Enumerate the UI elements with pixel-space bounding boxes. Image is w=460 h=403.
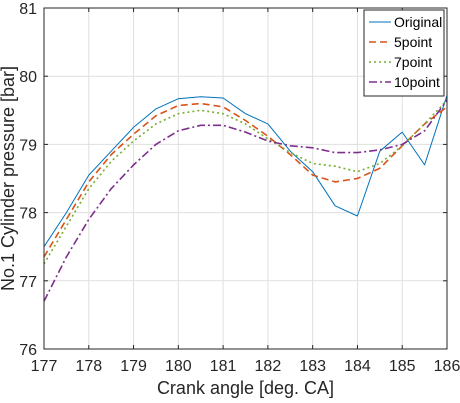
legend: Original 5point 7point 10point: [363, 9, 445, 97]
x-tick-label: 182: [255, 358, 282, 375]
series-line-5point: [43, 102, 448, 258]
legend-label-10point: 10point: [394, 74, 440, 90]
x-tick-label: 178: [75, 358, 102, 375]
x-tick-label: 181: [210, 358, 237, 375]
legend-label-5point: 5point: [394, 34, 432, 50]
series-line-original: [43, 95, 448, 247]
y-tick-label: 78: [19, 206, 37, 223]
y-tick-label: 77: [19, 274, 37, 291]
axes-box: [43, 7, 448, 350]
series-line-7point: [43, 99, 448, 265]
y-tick-label: 81: [19, 1, 37, 18]
x-tick-label: 177: [31, 358, 58, 375]
x-axis-label: Crank angle [deg. CA]: [157, 378, 334, 398]
x-tick-label: 186: [434, 358, 460, 375]
tick-labels: 177 178 179 180 181 182 183 184 185 186 76 77 78 79 80…: [19, 1, 460, 375]
axes: [43, 7, 448, 350]
series-lines: [43, 95, 448, 302]
y-axis-label: No.1 Cylinder pressure [bar]: [0, 66, 18, 291]
x-tick-label: 180: [165, 358, 192, 375]
x-tick-label: 179: [120, 358, 147, 375]
x-tick-label: 185: [389, 358, 416, 375]
legend-label-original: Original: [394, 14, 442, 30]
legend-box: [363, 9, 445, 97]
x-tick-label: 183: [299, 358, 326, 375]
y-tick-label: 76: [19, 342, 37, 359]
series-line-10point: [43, 99, 448, 302]
y-tick-label: 80: [19, 69, 37, 86]
y-tick-label: 79: [19, 137, 37, 154]
x-tick-label: 184: [344, 358, 371, 375]
legend-label-7point: 7point: [394, 54, 432, 70]
